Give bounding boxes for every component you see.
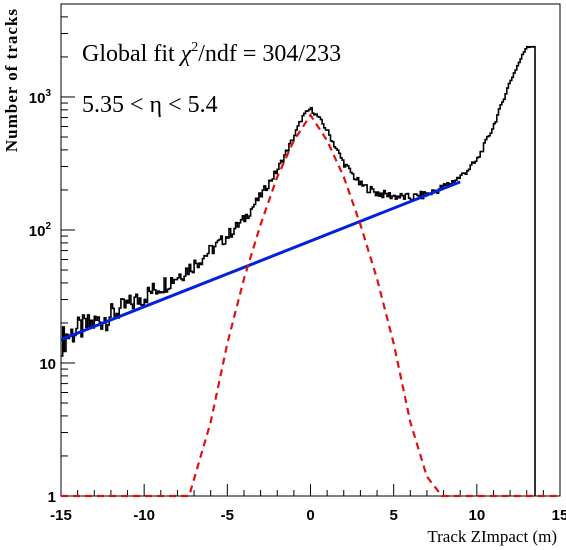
y-tick-exponent: 2 (45, 221, 51, 232)
axis-ticks (60, 3, 561, 497)
x-tick-label: -10 (133, 507, 155, 524)
y-tick-label: 1 (48, 489, 56, 506)
background-fit-line (60, 180, 461, 341)
chi-exponent: 2 (191, 40, 198, 55)
x-tick-label: -15 (50, 507, 72, 524)
series-layer (60, 45, 560, 498)
data-histogram (61, 45, 536, 496)
y-axis-title: Number of tracks (2, 8, 21, 152)
x-tick-label: 10 (468, 507, 485, 524)
eta-annotation: 5.35 < η < 5.4 (82, 92, 218, 118)
y-tick-label: 102 (29, 221, 52, 240)
chi-symbol: χ (179, 41, 193, 67)
y-tick-labels: 1 10 102 103 (29, 88, 56, 506)
fit-suffix: /ndf = 304/233 (198, 41, 341, 67)
signal-fit-curve (61, 113, 560, 498)
x-tick-label: 0 (306, 507, 314, 524)
fit-prefix: Global fit (82, 41, 181, 67)
x-tick-labels: -15 -10 -5 0 5 10 15 (50, 507, 566, 524)
y-tick-exponent: 3 (45, 88, 51, 99)
x-tick-label: 15 (552, 507, 566, 524)
plot-frame (60, 3, 561, 497)
y-tick-label: 10 (39, 356, 56, 373)
x-axis-title: Track ZImpact (m) (427, 527, 557, 546)
x-tick-label: -5 (221, 507, 234, 524)
x-tick-label: 5 (389, 507, 397, 524)
fit-annotation: Global fit χ2/ndf = 304/233 (82, 40, 341, 67)
y-tick-label: 103 (29, 88, 52, 107)
